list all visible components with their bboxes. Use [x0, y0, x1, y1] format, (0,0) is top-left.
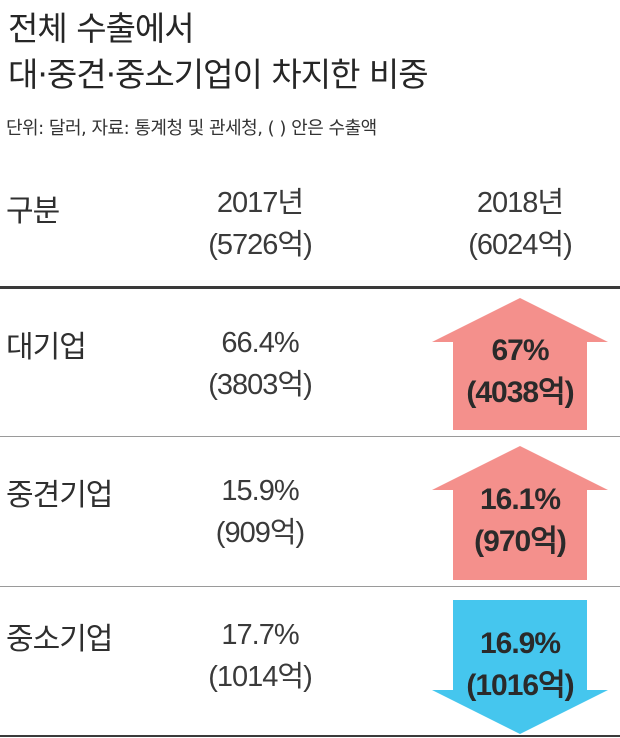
row-label-small: 중소기업 [6, 622, 113, 657]
row-divider [0, 436, 620, 437]
bottom-rule [0, 735, 620, 737]
row-share-2018: 16.9% [480, 627, 560, 660]
row-large-amount-2017: (3803억) [208, 369, 313, 401]
row-share-2018: 16.1% [480, 483, 560, 516]
header-2018-total: (6024억) [468, 229, 573, 261]
row-midsize-share-2017: 15.9% [221, 475, 299, 507]
header-2017-year: 2017년 [216, 187, 304, 219]
row-share-2018: 67% [491, 334, 548, 367]
row-divider [0, 586, 620, 587]
arrow-up-0 [432, 298, 608, 430]
row-large-share-2017: 66.4% [221, 327, 299, 359]
row-amount-2018: (4038억) [466, 376, 573, 409]
chart-title-line-2: 대·중견·중소기업이 차지한 비중 [8, 55, 429, 94]
arrow-up-1 [432, 446, 608, 580]
row-small-share-2017: 17.7% [221, 619, 299, 651]
row-amount-2018: (970억) [474, 525, 566, 558]
row-midsize-amount-2017: (909억) [215, 517, 305, 549]
row-small-amount-2017: (1014억) [208, 661, 313, 693]
row-label-large: 대기업 [6, 330, 87, 365]
chart-subtitle: 단위: 달러, 자료: 통계청 및 관세청, ( ) 안은 수출액 [6, 118, 377, 139]
chart-title-line-1: 전체 수출에서 [8, 9, 195, 48]
header-2018-year: 2018년 [476, 187, 564, 219]
header-rule [0, 286, 620, 289]
arrow-down-2 [432, 600, 608, 734]
row-amount-2018: (1016억) [466, 669, 573, 702]
row-label-midsize: 중견기업 [6, 478, 113, 513]
header-2017-total: (5726억) [208, 229, 313, 261]
header-label: 구분 [6, 194, 60, 229]
